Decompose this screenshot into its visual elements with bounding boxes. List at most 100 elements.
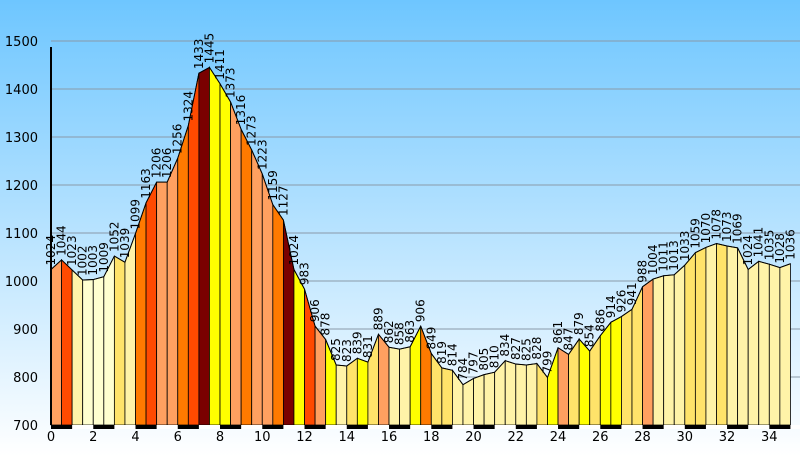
x-tick-label: 2 [89, 430, 97, 445]
data-label: 1445 [202, 33, 216, 64]
elevation-segment [726, 245, 739, 426]
data-label: 819 [435, 341, 449, 364]
elevation-segment [71, 269, 84, 426]
y-tick-label: 800 [13, 371, 38, 386]
x-tick-label: 6 [174, 430, 182, 445]
x-tick-label: 26 [592, 430, 609, 445]
data-label: 879 [572, 312, 586, 335]
data-label: 849 [424, 327, 438, 350]
data-label: 1044 [55, 225, 69, 256]
elevation-segment [166, 157, 179, 426]
elevation-segment [103, 255, 115, 426]
data-label: 1411 [213, 49, 227, 80]
y-tick-label: 700 [13, 419, 38, 434]
data-label: 858 [393, 322, 407, 345]
elevation-segment [557, 346, 570, 426]
y-tick-label: 1000 [5, 275, 38, 290]
data-label: 1206 [150, 148, 164, 179]
y-tick-label: 900 [13, 323, 38, 338]
elevation-segment [525, 363, 538, 426]
elevation-segment [779, 263, 791, 426]
elevation-segment [156, 181, 168, 426]
elevation-segment [388, 346, 400, 426]
data-label: 1316 [234, 95, 248, 126]
elevation-segment [684, 251, 696, 426]
data-label: 839 [350, 331, 364, 354]
elevation-segment [462, 377, 474, 426]
data-label: 889 [371, 307, 385, 330]
y-axis-ticks: 700 800 900 1000 1100 1200 1300 1400 1500 [5, 35, 38, 434]
x-axis-stripe [51, 425, 73, 429]
data-label: 878 [319, 313, 333, 336]
elevation-segment [61, 258, 73, 426]
data-label: 983 [298, 262, 312, 285]
x-axis-stripe [515, 425, 537, 429]
elevation-segment [631, 286, 643, 426]
data-label: 825 [519, 338, 533, 361]
elevation-segment [599, 321, 612, 426]
x-axis-stripe [558, 425, 580, 429]
data-label: 1163 [139, 168, 153, 199]
y-tick-label: 1200 [5, 179, 38, 194]
x-tick-label: 0 [47, 430, 55, 445]
data-label: 1023 [65, 235, 79, 266]
data-label: 1011 [657, 241, 671, 272]
elevation-segments [50, 66, 791, 426]
x-axis-stripe [684, 425, 706, 429]
data-label: 1024 [44, 235, 58, 266]
data-label: 1070 [699, 213, 713, 244]
elevation-segment [378, 333, 390, 426]
x-tick-label: 22 [508, 430, 525, 445]
x-tick-label: 18 [423, 430, 440, 445]
data-label: 1223 [255, 139, 269, 170]
elevation-segment [758, 260, 770, 426]
x-tick-label: 32 [719, 430, 736, 445]
x-axis-stripe [769, 425, 791, 429]
elevation-segment [219, 82, 231, 426]
data-label: 1024 [287, 235, 301, 266]
elevation-segment [737, 247, 749, 426]
data-label: 1373 [224, 67, 238, 98]
elevation-segment [50, 258, 62, 426]
data-label: 1078 [709, 209, 723, 240]
elevation-outline [50, 66, 791, 386]
elevation-segment [578, 338, 591, 426]
elevation-segment [145, 181, 158, 426]
data-label: 1324 [181, 91, 195, 122]
x-axis-ticks: 0 2 4 6 8 10 12 14 16 18 20 22 24 26 28 30 32 34 [47, 430, 778, 445]
elevation-segment [716, 243, 728, 426]
data-label: 1013 [667, 240, 681, 271]
data-label: 926 [614, 290, 628, 313]
data-label: 1256 [171, 124, 185, 155]
elevation-segment [673, 264, 686, 426]
data-label: 827 [509, 337, 523, 360]
data-label: 814 [445, 343, 459, 366]
x-tick-label: 28 [634, 430, 651, 445]
elevation-segment [82, 279, 94, 426]
x-axis-stripe [727, 425, 749, 429]
y-tick-label: 1400 [5, 83, 38, 98]
x-tick-label: 12 [296, 430, 313, 445]
x-axis-stripe [346, 425, 368, 429]
elevation-segment [92, 276, 105, 426]
elevation-segment [652, 275, 665, 426]
data-label: 1099 [129, 199, 143, 230]
elevation-segment [261, 173, 274, 426]
data-label: 1127 [276, 185, 290, 216]
data-label: 1024 [741, 235, 755, 266]
x-axis-stripe [600, 425, 622, 429]
data-label: 1035 [762, 230, 776, 261]
elevation-segment [399, 346, 411, 426]
data-label: 1273 [245, 115, 259, 146]
data-label: 854 [583, 324, 597, 347]
elevation-segment [768, 263, 781, 426]
elevation-segment [483, 371, 496, 426]
data-label: 810 [488, 345, 502, 368]
elevation-segment [113, 255, 126, 426]
elevation-segment [515, 363, 527, 426]
data-label: 1052 [107, 221, 121, 252]
data-label: 823 [340, 339, 354, 362]
data-label: 834 [498, 334, 512, 357]
elevation-segment [610, 315, 622, 426]
